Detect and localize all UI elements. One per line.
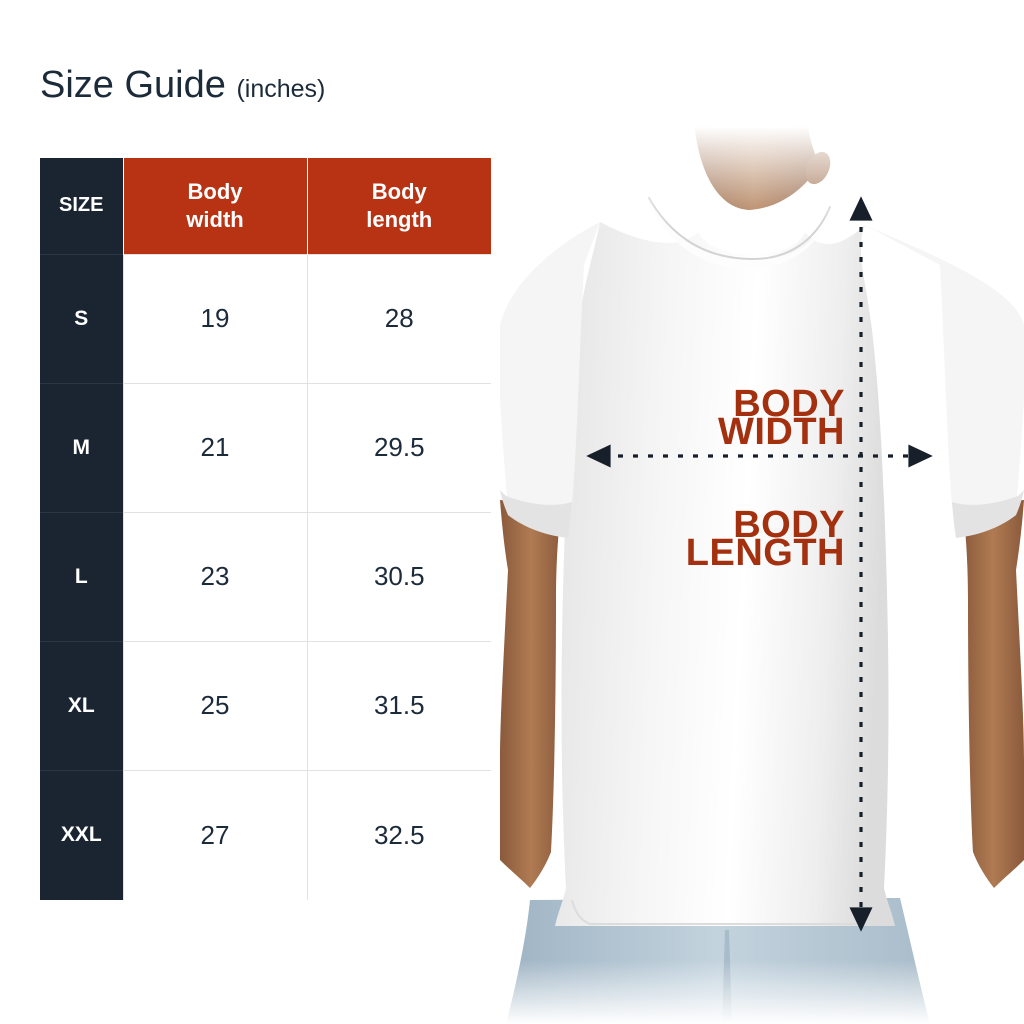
svg-text:WIDTH: WIDTH <box>718 411 845 453</box>
svg-text:LENGTH: LENGTH <box>686 532 845 574</box>
